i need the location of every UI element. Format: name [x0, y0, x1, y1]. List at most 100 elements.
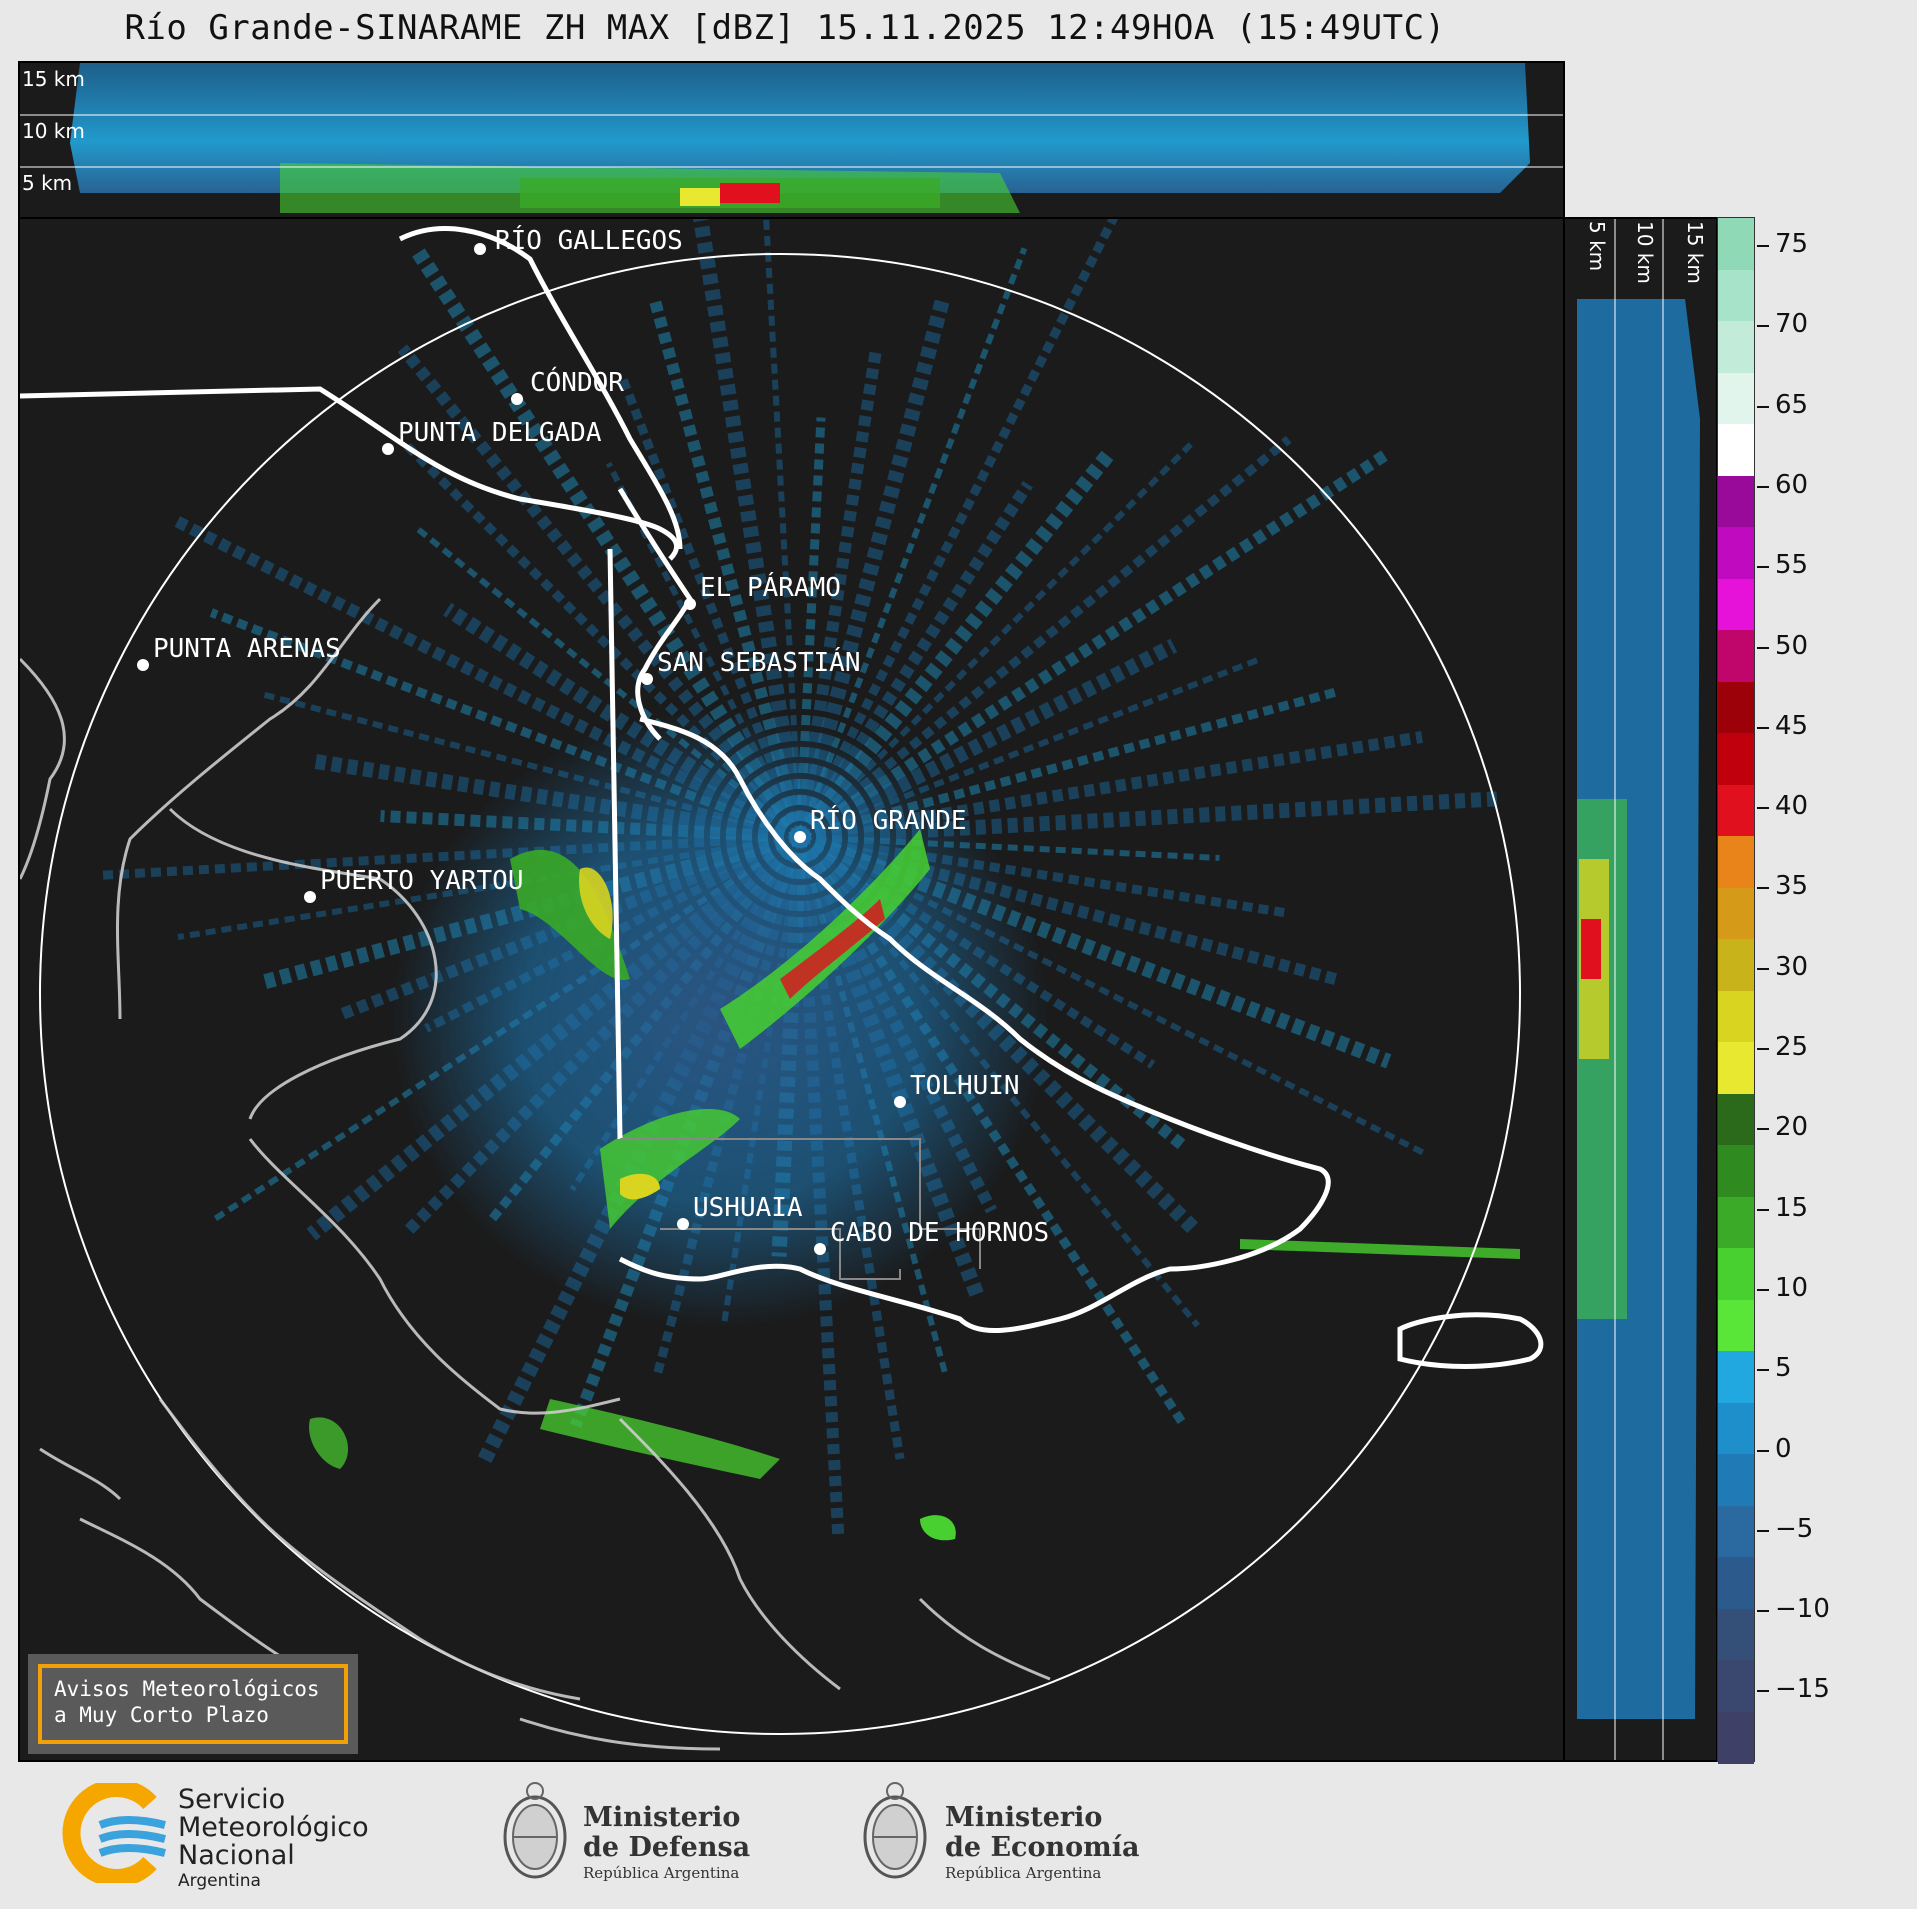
city-labels: RÍO GALLEGOS CÓNDOR PUNTA DELGADA PUNTA … — [153, 224, 1049, 1248]
top-alt-15: 15 km — [22, 67, 85, 91]
city-dot-san-sebastian — [641, 673, 653, 685]
colorbar-tick-mark — [1757, 485, 1769, 488]
colorbar-swatch — [1718, 1711, 1754, 1764]
defensa-line-2: de Defensa — [583, 1832, 751, 1863]
colorbar-swatch — [1718, 630, 1754, 683]
city-label-condor: CÓNDOR — [530, 366, 624, 398]
radar-ray — [795, 219, 1119, 840]
city-dot-condor — [511, 393, 523, 405]
city-label-ushuaia: USHUAIA — [693, 1193, 803, 1223]
range-ring — [39, 253, 1521, 1735]
smn-line-2: Meteorológico — [178, 1812, 369, 1843]
city-label-punta-delgada: PUNTA DELGADA — [398, 418, 602, 448]
side-alt-15: 15 km — [1683, 221, 1707, 284]
top-alt-10: 10 km — [22, 119, 85, 143]
side-alt-5: 5 km — [1585, 221, 1609, 272]
colorbar-tick-label: 70 — [1775, 309, 1809, 340]
city-dot-ushuaia — [677, 1218, 689, 1230]
colorbar-tick-label: −15 — [1775, 1674, 1830, 1705]
side-alt-10: 10 km — [1633, 221, 1657, 284]
city-label-rio-gallegos: RÍO GALLEGOS — [495, 224, 683, 256]
city-dot-tolhuin — [894, 1096, 906, 1108]
colorbar-tick-mark — [1757, 967, 1769, 970]
colorbar-swatch — [1718, 1248, 1754, 1301]
radar-ray — [792, 293, 951, 839]
city-label-rio-grande: RÍO GRANDE — [810, 804, 967, 836]
colorbar-swatch — [1718, 733, 1754, 786]
city-label-tolhuin: TOLHUIN — [910, 1071, 1020, 1101]
colorbar-swatch — [1718, 372, 1754, 425]
escudo-economia-icon — [863, 1782, 927, 1879]
smn-line-3: Nacional — [178, 1840, 295, 1871]
city-dot-el-paramo — [684, 598, 696, 610]
colorbar-tick-mark — [1757, 1690, 1769, 1693]
colorbar-tick-mark — [1757, 1369, 1769, 1372]
colorbar-swatch — [1718, 1402, 1754, 1455]
city-label-el-paramo: EL PÁRAMO — [700, 571, 841, 603]
colorbar-swatch — [1718, 681, 1754, 734]
economia-line-2: de Economía — [945, 1832, 1140, 1863]
legend-box: Avisos Meteorológicos a Muy Corto Plazo — [28, 1654, 358, 1754]
city-dot-cabo-de-hornos — [814, 1243, 826, 1255]
colorbar-tick-mark — [1757, 646, 1769, 649]
radar-ray — [798, 831, 1343, 987]
smn-logo-icon — [62, 1783, 166, 1883]
ministerio-economia: Ministerio de Economía República Argenti… — [945, 1803, 1139, 1883]
economia-line-3: República Argentina — [945, 1864, 1102, 1882]
city-label-punta-arenas: PUNTA ARENAS — [153, 634, 341, 664]
top-echo-yellow — [680, 188, 720, 206]
colorbar-tick-mark — [1757, 887, 1769, 890]
legend-inner: Avisos Meteorológicos a Muy Corto Plazo — [38, 1664, 348, 1744]
smn-name: Servicio Meteorológico Nacional Argentin… — [178, 1786, 369, 1892]
colorbar-swatch — [1718, 1093, 1754, 1146]
colorbar-tick-label: 0 — [1775, 1433, 1792, 1464]
top-echo-max — [720, 183, 780, 203]
colorbar-swatch — [1718, 1042, 1754, 1095]
city-label-cabo-de-hornos: CABO DE HORNOS — [830, 1218, 1049, 1248]
colorbar-swatch — [1718, 887, 1754, 940]
colorbar-swatch — [1718, 321, 1754, 374]
colorbar-tick-label: 20 — [1775, 1112, 1809, 1143]
city-dot-punta-delgada — [382, 443, 394, 455]
colorbar-tick-mark — [1757, 1529, 1769, 1532]
colorbar-tick-label: 25 — [1775, 1032, 1809, 1062]
radar-ray — [257, 690, 801, 840]
colorbar-swatch — [1718, 1351, 1754, 1404]
dbz-colorbar — [1717, 217, 1755, 1764]
city-dot-puerto-yartou — [304, 891, 316, 903]
colorbar-tick-mark — [1757, 807, 1769, 810]
colorbar-swatch — [1718, 578, 1754, 631]
colorbar-tick-mark — [1757, 405, 1769, 408]
top-alt-5: 5 km — [22, 171, 73, 195]
colorbar-tick-mark — [1757, 1208, 1769, 1211]
colorbar-tick-mark — [1757, 566, 1769, 569]
colorbar-swatch — [1718, 1299, 1754, 1352]
colorbar-tick-label: 40 — [1775, 791, 1809, 822]
colorbar-tick-mark — [1757, 1128, 1769, 1131]
side-echo-band — [1577, 299, 1700, 1719]
colorbar-swatch — [1718, 218, 1754, 271]
radar-ray — [797, 437, 1198, 840]
smn-line-1: Servicio — [178, 1784, 286, 1815]
province-lines — [620, 1138, 981, 1280]
smn-line-4: Argentina — [178, 1871, 261, 1891]
colorbar-tick-label: 55 — [1775, 550, 1809, 581]
borders — [20, 226, 1544, 1369]
colorbar-swatch — [1718, 1608, 1754, 1661]
city-dot-rio-grande — [794, 831, 806, 843]
colorbar-swatch — [1718, 836, 1754, 889]
colorbar-tick-label: 45 — [1775, 710, 1809, 741]
radar-ray — [647, 294, 806, 839]
ministerio-defensa: Ministerio de Defensa República Argentin… — [583, 1803, 750, 1883]
side-cross-section: 5 km 10 km 15 km — [1563, 217, 1718, 1762]
side-echo-max — [1581, 919, 1601, 979]
colorbar-tick-label: 65 — [1775, 389, 1809, 420]
defensa-line-3: República Argentina — [583, 1864, 740, 1882]
colorbar-tick-label: 60 — [1775, 469, 1809, 500]
legend-line-2: a Muy Corto Plazo — [54, 1703, 269, 1727]
colorbar-tick-label: 15 — [1775, 1192, 1809, 1223]
colorbar-tick-label: −5 — [1775, 1513, 1814, 1544]
top-cross-section: 15 km 10 km 5 km — [18, 61, 1565, 219]
side-cross-section-plot — [1577, 219, 1700, 1760]
colorbar-swatch — [1718, 1557, 1754, 1610]
